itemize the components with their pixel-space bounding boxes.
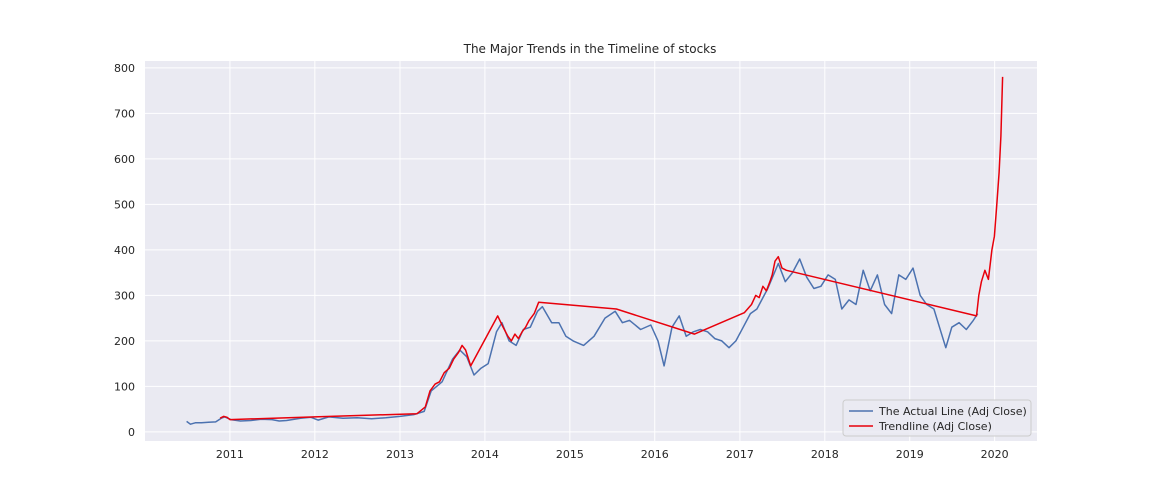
y-tick-label: 800 <box>114 62 135 75</box>
tick-labels: 0 100 200 300 400 500 600 700 800 2011 2012 2013 201… <box>114 62 1009 461</box>
x-tick-label: 2011 <box>216 448 244 461</box>
y-tick-label: 400 <box>114 244 135 257</box>
x-tick-label: 2014 <box>471 448 499 461</box>
y-tick-label: 600 <box>114 153 135 166</box>
legend-box <box>842 399 1032 437</box>
x-tick-label: 2017 <box>726 448 754 461</box>
series-trend-line <box>219 76 1004 421</box>
x-tick-label: 2018 <box>811 448 839 461</box>
series-actual-line <box>186 258 979 425</box>
x-tick-label: 2020 <box>981 448 1009 461</box>
legend-label-actual: The Actual Line (Adj Close) <box>878 405 1027 418</box>
x-tick-label: 2013 <box>386 448 414 461</box>
y-tick-label: 500 <box>114 198 135 211</box>
plot-area <box>145 61 1037 441</box>
y-tick-label: 200 <box>114 335 135 348</box>
x-tick-label: 2019 <box>896 448 924 461</box>
y-tick-label: 100 <box>114 380 135 393</box>
y-tick-label: 0 <box>128 426 135 439</box>
grid <box>145 61 1037 441</box>
legend-label-trend: Trendline (Adj Close) <box>878 420 992 433</box>
legend: The Actual Line (Adj Close) Trendline (A… <box>842 399 1032 437</box>
y-tick-label: 700 <box>114 107 135 120</box>
x-tick-label: 2016 <box>641 448 669 461</box>
y-tick-label: 300 <box>114 289 135 302</box>
chart-title: The Major Trends in the Timeline of stoc… <box>463 42 717 56</box>
x-tick-label: 2012 <box>301 448 329 461</box>
x-tick-label: 2015 <box>556 448 584 461</box>
series-lines <box>186 76 1004 425</box>
